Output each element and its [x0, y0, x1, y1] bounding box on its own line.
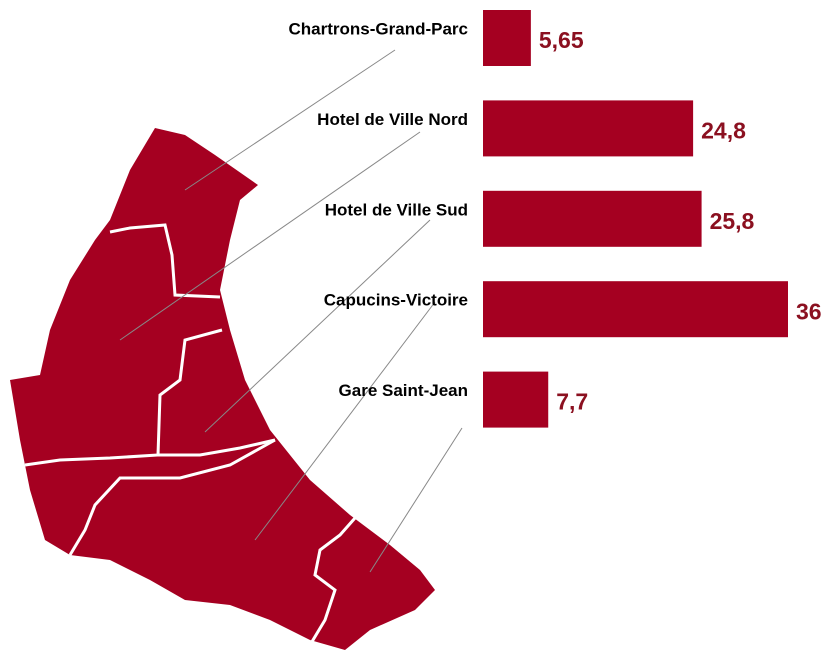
category-label: Hotel de Ville Nord [317, 110, 468, 129]
category-label: Gare Saint-Jean [339, 381, 468, 400]
border [308, 517, 357, 646]
category-label: Chartrons-Grand-Parc [289, 19, 468, 38]
bar [483, 100, 694, 157]
category-label: Hotel de Ville Sud [325, 200, 468, 219]
leader-lines [119, 49, 463, 573]
map-borders [24, 223, 357, 646]
bar [483, 371, 549, 428]
bar [483, 281, 788, 338]
value-label: 5,65 [539, 27, 584, 53]
leader-line [254, 301, 436, 541]
map-area [10, 128, 435, 650]
value-label: 7,7 [556, 389, 588, 415]
border [24, 328, 223, 467]
value-label: 25,8 [710, 208, 755, 234]
leader-line [184, 49, 396, 191]
border [158, 438, 276, 457]
bar [483, 190, 702, 247]
value-label: 36 [796, 298, 822, 324]
leader-line [119, 131, 421, 341]
leader-line [204, 219, 431, 433]
value-label: 24,8 [701, 117, 746, 143]
leader-line [369, 427, 463, 573]
border [68, 438, 276, 556]
border [109, 223, 221, 299]
category-label: Capucins-Victoire [324, 291, 468, 310]
bar [483, 10, 531, 66]
map [10, 128, 435, 650]
